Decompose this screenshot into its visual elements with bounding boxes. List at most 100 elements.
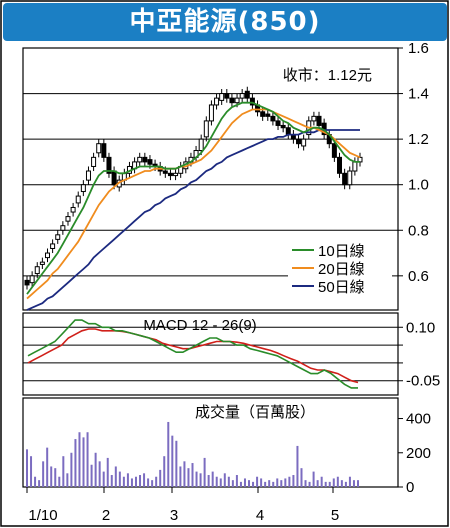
legend-ma10-label: 10日線 xyxy=(318,243,365,260)
candle-body xyxy=(91,156,97,167)
macd-panel-border xyxy=(22,312,399,396)
volume-bar xyxy=(268,480,271,487)
volume-tick-label: 400 xyxy=(406,411,431,428)
volume-bar xyxy=(126,473,129,487)
volume-bar xyxy=(175,440,178,487)
volume-bar xyxy=(171,435,174,487)
volume-bar xyxy=(215,476,218,487)
candle-body xyxy=(331,143,337,158)
volume-bar xyxy=(264,481,267,487)
candle-body xyxy=(167,172,173,177)
volume-bar xyxy=(248,480,251,487)
volume-title: 成交量（百萬股） xyxy=(195,403,315,421)
volume-bar xyxy=(336,476,339,487)
volume-bar xyxy=(312,471,315,487)
volume-bar xyxy=(191,463,194,487)
volume-bar xyxy=(78,432,81,487)
volume-bar xyxy=(243,478,246,487)
candle-body xyxy=(208,104,214,122)
candle-body xyxy=(173,172,179,177)
volume-bar xyxy=(219,478,222,487)
candle-body xyxy=(142,156,148,163)
volume-bar xyxy=(320,476,323,487)
price-tick-label: 0.6 xyxy=(408,268,429,285)
close-price-label: 收市：1.12元 xyxy=(283,67,372,84)
price-panel-border xyxy=(22,47,399,311)
volume-bar xyxy=(130,478,133,487)
volume-bar xyxy=(276,478,279,487)
volume-bar xyxy=(300,468,303,487)
volume-bar xyxy=(98,461,101,487)
candle-body xyxy=(270,115,276,122)
candle-body xyxy=(29,275,35,284)
candle-body xyxy=(214,97,220,106)
volume-bar xyxy=(139,475,142,487)
candle-body xyxy=(34,266,40,275)
volume-bar xyxy=(147,478,150,487)
chart-title: 中亞能源(850) xyxy=(129,7,321,37)
volume-bar xyxy=(167,421,170,487)
macd-tick-label: 0.10 xyxy=(406,319,435,336)
volume-bar xyxy=(90,464,93,487)
volume-bar xyxy=(296,445,299,487)
volume-bar xyxy=(357,480,359,487)
candle-body xyxy=(198,138,204,152)
volume-bar xyxy=(344,481,347,487)
volume-bar xyxy=(292,475,295,487)
volume-bar xyxy=(239,481,242,487)
volume-bar xyxy=(94,452,97,487)
candle-body xyxy=(342,172,348,186)
x-tick-label: 5 xyxy=(331,507,339,524)
candle-body xyxy=(285,127,291,136)
volume-bar xyxy=(34,476,37,487)
volume-bar xyxy=(58,476,61,487)
volume-bar xyxy=(102,471,105,487)
candle-body xyxy=(96,143,102,154)
legend-ma20-label: 20日線 xyxy=(318,261,365,278)
volume-bar xyxy=(26,449,28,487)
volume-bar xyxy=(74,439,77,487)
volume-panel-border xyxy=(22,397,399,488)
volume-bar xyxy=(272,481,275,487)
candle-body xyxy=(316,115,322,126)
x-tick-label: 1/10 xyxy=(28,507,57,524)
volume-bar xyxy=(155,476,158,487)
volume-tick-label: 200 xyxy=(406,445,431,462)
title-bar: 中亞能源(850) xyxy=(3,3,447,41)
candle-body xyxy=(347,170,353,186)
candle-body xyxy=(337,156,343,174)
volume-bar xyxy=(227,476,230,487)
candle-body xyxy=(229,97,235,104)
candle-body xyxy=(65,216,71,222)
macd-signal-line xyxy=(27,328,359,384)
candle-body xyxy=(352,161,358,172)
volume-bar xyxy=(42,461,45,487)
volume-bar xyxy=(280,480,283,487)
x-tick-label: 2 xyxy=(102,507,110,524)
price-tick-label: 1.6 xyxy=(408,40,429,57)
volume-bar xyxy=(256,476,259,487)
volume-bar xyxy=(288,476,291,487)
legend-ma50-label: 50日線 xyxy=(318,279,365,296)
candle-body xyxy=(85,170,91,181)
volume-bar xyxy=(118,471,121,487)
volume-bar xyxy=(332,478,335,487)
volume-bar xyxy=(134,476,137,487)
candle-body xyxy=(39,261,45,265)
macd-title: MACD 12 - 26(9) xyxy=(143,317,256,334)
volume-bar xyxy=(106,457,109,487)
volume-bar xyxy=(211,471,214,487)
candle-body xyxy=(44,252,50,259)
volume-tick-label: 0 xyxy=(406,479,414,496)
volume-bar xyxy=(159,469,162,487)
macd-tick-label: -0.05 xyxy=(406,373,440,390)
volume-bar xyxy=(260,478,263,487)
candle-body xyxy=(111,170,117,186)
price-tick-label: 1.2 xyxy=(408,131,429,148)
price-tick-label: 0.8 xyxy=(408,222,429,239)
candle-body xyxy=(101,143,107,158)
volume-bar xyxy=(203,457,206,487)
macd-line xyxy=(27,319,358,389)
